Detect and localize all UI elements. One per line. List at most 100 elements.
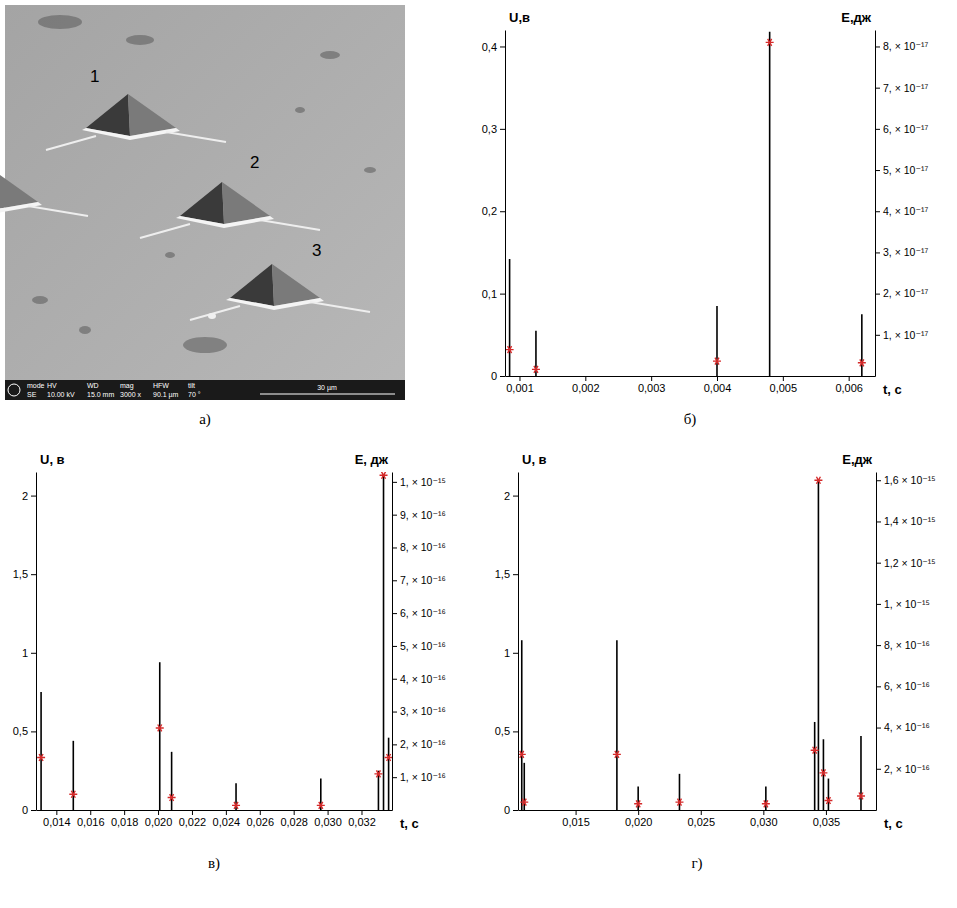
tick-mark	[31, 496, 36, 497]
tick-mark	[31, 810, 36, 811]
tick: 0	[491, 370, 505, 382]
tick-label: 6, × 10⁻¹⁶	[400, 607, 446, 619]
tick: 0,5	[13, 725, 36, 737]
tick-label: 0,1	[482, 288, 497, 300]
tick-label: 1	[22, 647, 28, 659]
marker	[518, 751, 526, 758]
tick-mark	[392, 515, 397, 516]
surface-spot	[165, 252, 175, 258]
tick: 0,5	[495, 725, 518, 737]
x-axis-line	[506, 376, 876, 377]
tick-label: 1, × 10⁻¹⁷	[883, 329, 928, 341]
marker	[156, 724, 164, 731]
tick-mark	[328, 810, 329, 815]
info-value: 90.1 µm	[153, 391, 179, 399]
tick: 9, × 10⁻¹⁶	[392, 509, 446, 521]
tick-mark	[875, 88, 880, 89]
tick-label: 0,020	[145, 816, 173, 828]
tick-mark	[876, 563, 881, 564]
marker	[762, 800, 770, 807]
tick-label: 2, × 10⁻¹⁷	[883, 287, 928, 299]
indent-edge	[82, 128, 180, 140]
tick-label: 1	[504, 647, 510, 659]
tick: 1,6 × 10⁻¹⁵	[876, 474, 936, 486]
marker	[168, 794, 176, 801]
marker	[69, 791, 77, 798]
tick-mark	[876, 480, 881, 481]
tick: 1	[22, 647, 36, 659]
tick-mark	[500, 129, 505, 130]
tick-mark	[876, 604, 881, 605]
tick-label: 1,6 × 10⁻¹⁵	[884, 474, 936, 486]
y2-axis-line	[875, 31, 876, 377]
marker	[232, 802, 240, 809]
tick-label: 3, × 10⁻¹⁶	[400, 705, 446, 717]
surface-spot	[364, 167, 376, 173]
figure: 123modeSEHV10.00 kVWD15.0 mmmag3000 xHFW…	[0, 0, 957, 908]
tick-label: 0,024	[213, 816, 241, 828]
tick-mark	[500, 211, 505, 212]
axis-title: U, в	[522, 452, 547, 467]
indent-edge	[176, 216, 274, 228]
stem	[716, 306, 718, 376]
surface-spot	[32, 296, 48, 304]
y2-axis: 1, × 10⁻¹⁷2, × 10⁻¹⁷3, × 10⁻¹⁷4, × 10⁻¹⁷…	[875, 31, 928, 377]
axis-title: t, с	[883, 382, 902, 397]
marker	[858, 359, 866, 366]
y2-axis: 2, × 10⁻¹⁶4, × 10⁻¹⁶6, × 10⁻¹⁶8, × 10⁻¹⁶…	[876, 473, 936, 811]
tick: 0,020	[625, 810, 653, 828]
stem	[818, 480, 820, 810]
tick-mark	[124, 810, 125, 815]
indent	[0, 168, 88, 224]
tick-mark	[392, 646, 397, 647]
surface-spot	[79, 326, 91, 334]
tick: 1	[504, 647, 518, 659]
marker	[811, 747, 819, 754]
stem	[159, 662, 161, 810]
marker	[819, 769, 827, 776]
axis-title: t, с	[400, 816, 419, 831]
tick: 1, × 10⁻¹⁷	[875, 329, 928, 341]
tick-mark	[826, 810, 827, 815]
tick: 0,025	[687, 810, 715, 828]
tick-label: 7, × 10⁻¹⁶	[400, 574, 446, 586]
tick: 0,018	[111, 810, 139, 828]
tick-mark	[392, 580, 397, 581]
tick: 0,005	[770, 376, 798, 394]
tick-label: 0	[22, 804, 28, 816]
tick: 4, × 10⁻¹⁶	[876, 721, 930, 733]
tick: 7, × 10⁻¹⁷	[875, 82, 928, 94]
y-axis-line	[36, 473, 37, 811]
tick: 0,032	[348, 810, 376, 828]
tick: 2, × 10⁻¹⁷	[875, 287, 928, 299]
tick-mark	[192, 810, 193, 815]
info-value: 15.0 mm	[87, 391, 114, 398]
info-key: tilt	[188, 382, 195, 389]
tick: 0,035	[813, 810, 841, 828]
tick-mark	[783, 376, 784, 381]
y-axis: 00,511,52	[495, 473, 519, 817]
tick-mark	[876, 769, 881, 770]
marker	[766, 39, 774, 46]
tick-mark	[500, 376, 505, 377]
stem	[679, 774, 681, 810]
tick-mark	[876, 521, 881, 522]
marker	[713, 358, 721, 365]
tick-label: 0,002	[572, 382, 600, 394]
tick: 6, × 10⁻¹⁶	[876, 680, 930, 692]
indent-number: 1	[90, 67, 99, 86]
axis-title: U,в	[509, 10, 530, 25]
tick: 3, × 10⁻¹⁶	[392, 705, 446, 717]
tick: 4, × 10⁻¹⁶	[392, 673, 446, 685]
tick-label: 1, × 10⁻¹⁵	[400, 476, 446, 488]
tick-label: 1, × 10⁻¹⁶	[400, 771, 446, 783]
tick: 1,5	[13, 568, 36, 580]
tick: 0,020	[145, 810, 173, 828]
tick-mark	[875, 211, 880, 212]
y-axis: 00,10,20,30,4	[482, 31, 506, 383]
tick: 6, × 10⁻¹⁶	[392, 607, 446, 619]
marker	[824, 797, 832, 804]
stem	[860, 736, 862, 810]
surface-spot	[126, 35, 154, 45]
tick-label: 0,032	[348, 816, 376, 828]
